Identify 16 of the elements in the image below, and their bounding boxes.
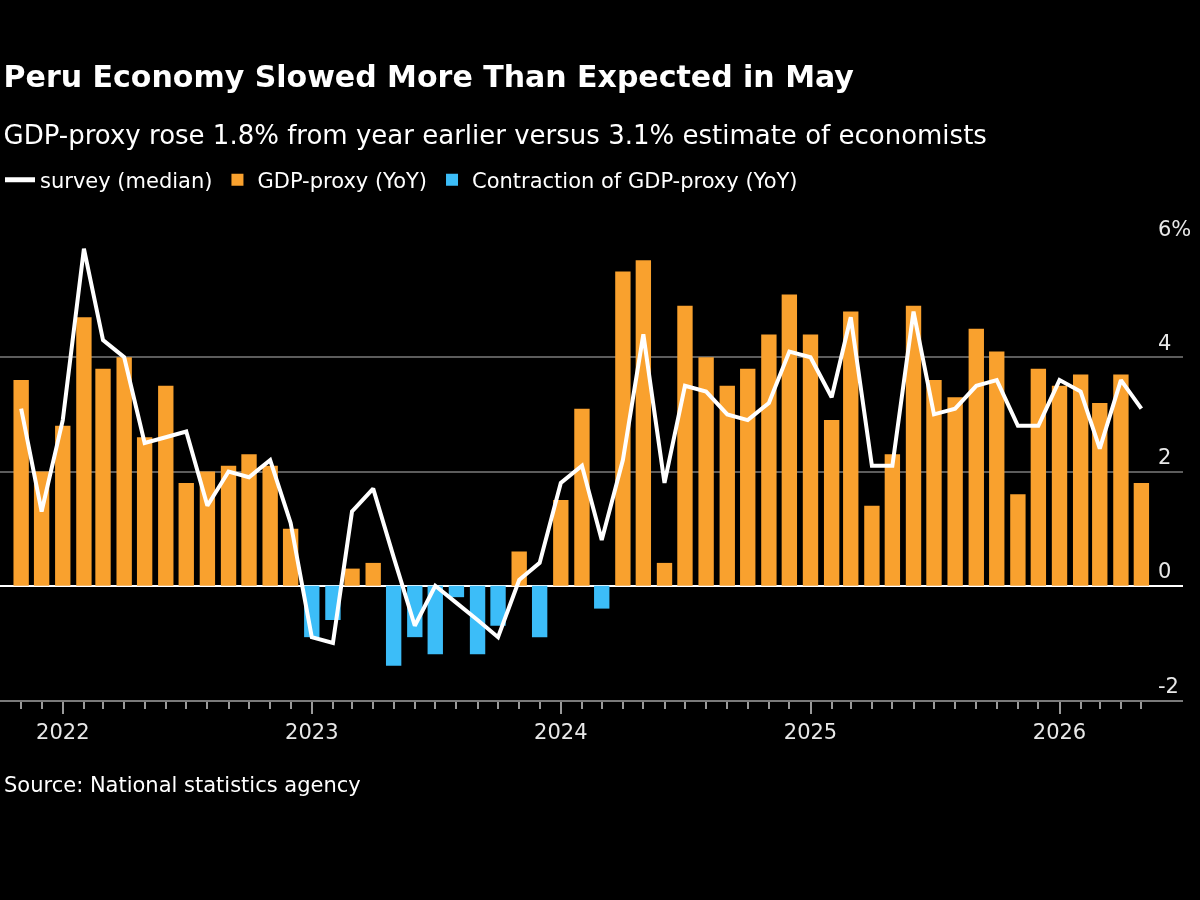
x-tick-label: 2023: [285, 719, 339, 744]
y-tick-label: 4: [1158, 330, 1172, 355]
source-note: Source: National statistics agency: [4, 773, 361, 797]
x-tick-label: 2024: [534, 719, 588, 744]
legend-label: Contraction of GDP-proxy (YoY): [472, 168, 798, 193]
y-tick-label: 2: [1158, 445, 1172, 470]
chart-title: Peru Economy Slowed More Than Expected in May: [3, 58, 855, 94]
x-tick-label: 2026: [1032, 719, 1087, 744]
y-tick-label: 6%: [1158, 216, 1192, 241]
chart-subtitle: GDP-proxy rose 1.8% from year earlier versus 3.1% estimate of economists: [3, 120, 987, 151]
x-tick-label: 2022: [36, 719, 90, 744]
y-tick-label: 0: [1158, 559, 1172, 584]
legend-label: survey (median): [40, 168, 213, 193]
y-tick-label: -2: [1158, 673, 1179, 698]
x-tick-label: 2025: [783, 719, 838, 744]
legend-label: GDP-proxy (YoY): [257, 168, 428, 193]
